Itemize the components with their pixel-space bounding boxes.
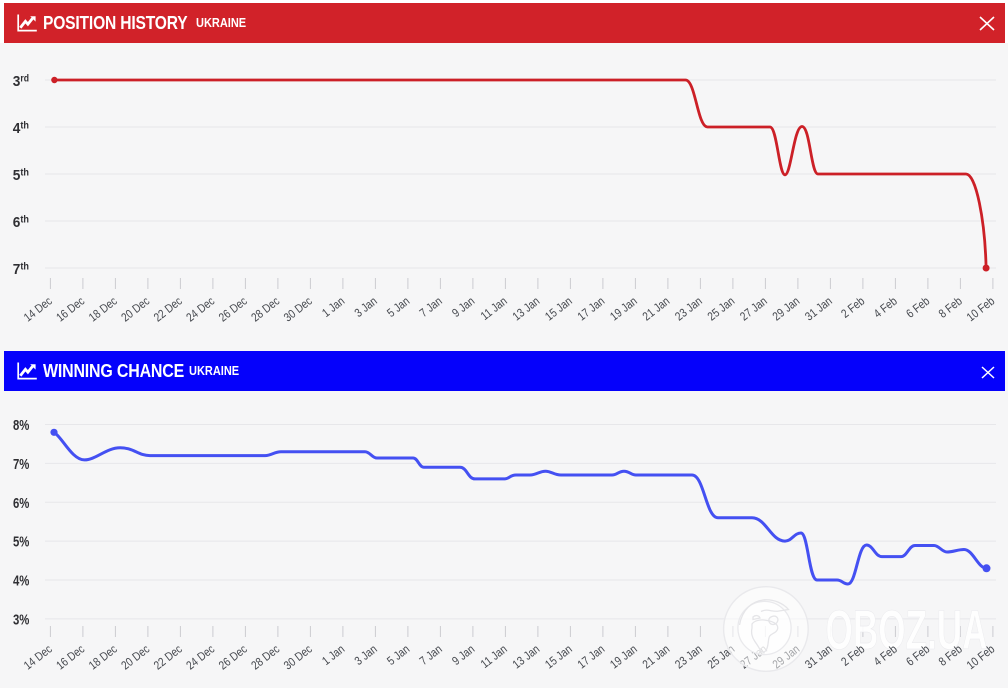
svg-text:20 Dec: 20 Dec bbox=[119, 643, 152, 673]
svg-text:18 Dec: 18 Dec bbox=[87, 643, 120, 673]
svg-text:6 Feb: 6 Feb bbox=[904, 295, 932, 321]
svg-text:16 Dec: 16 Dec bbox=[54, 295, 87, 325]
svg-text:30 Dec: 30 Dec bbox=[282, 643, 315, 673]
svg-text:3 Jan: 3 Jan bbox=[352, 643, 379, 668]
svg-text:20 Dec: 20 Dec bbox=[119, 295, 152, 325]
svg-text:5: 5 bbox=[13, 167, 21, 184]
svg-text:5 Jan: 5 Jan bbox=[385, 643, 412, 668]
svg-text:rd: rd bbox=[20, 73, 29, 84]
svg-text:3 Jan: 3 Jan bbox=[352, 295, 379, 320]
svg-text:th: th bbox=[20, 261, 29, 272]
svg-text:8 Feb: 8 Feb bbox=[937, 295, 965, 321]
svg-text:17 Jan: 17 Jan bbox=[576, 643, 608, 672]
svg-text:18 Dec: 18 Dec bbox=[87, 295, 120, 325]
svg-text:3%: 3% bbox=[13, 612, 29, 629]
svg-text:24 Dec: 24 Dec bbox=[184, 295, 217, 325]
svg-text:21 Jan: 21 Jan bbox=[641, 643, 673, 672]
svg-text:21 Jan: 21 Jan bbox=[641, 295, 673, 324]
svg-text:3: 3 bbox=[13, 73, 21, 90]
svg-text:31 Jan: 31 Jan bbox=[803, 295, 835, 324]
svg-text:7 Jan: 7 Jan bbox=[417, 643, 444, 668]
svg-text:23 Jan: 23 Jan bbox=[673, 295, 705, 324]
svg-text:28 Dec: 28 Dec bbox=[249, 643, 282, 673]
svg-text:16 Dec: 16 Dec bbox=[54, 643, 87, 673]
svg-text:22 Dec: 22 Dec bbox=[152, 643, 185, 673]
svg-text:8%: 8% bbox=[13, 417, 29, 434]
svg-text:9 Jan: 9 Jan bbox=[450, 295, 477, 320]
svg-text:OBOZ.UA: OBOZ.UA bbox=[826, 598, 988, 661]
svg-text:25 Jan: 25 Jan bbox=[706, 295, 738, 324]
svg-text:4: 4 bbox=[13, 120, 21, 137]
svg-text:11 Jan: 11 Jan bbox=[479, 295, 510, 323]
svg-text:5 Jan: 5 Jan bbox=[385, 295, 412, 320]
svg-text:26 Dec: 26 Dec bbox=[217, 295, 250, 325]
svg-text:14 Dec: 14 Dec bbox=[22, 295, 55, 325]
svg-text:27 Jan: 27 Jan bbox=[738, 295, 770, 324]
svg-text:23 Jan: 23 Jan bbox=[673, 643, 705, 672]
svg-text:19 Jan: 19 Jan bbox=[608, 295, 640, 324]
svg-text:4%: 4% bbox=[13, 573, 29, 590]
svg-text:24 Dec: 24 Dec bbox=[184, 643, 217, 673]
svg-text:28 Dec: 28 Dec bbox=[249, 295, 282, 325]
svg-text:5%: 5% bbox=[13, 534, 29, 551]
svg-text:11 Jan: 11 Jan bbox=[479, 643, 510, 671]
svg-text:14 Dec: 14 Dec bbox=[22, 643, 55, 673]
svg-text:17 Jan: 17 Jan bbox=[576, 295, 608, 324]
svg-text:22 Dec: 22 Dec bbox=[152, 295, 185, 325]
svg-text:30 Dec: 30 Dec bbox=[282, 295, 315, 325]
svg-text:6%: 6% bbox=[13, 495, 29, 512]
svg-text:15 Jan: 15 Jan bbox=[543, 643, 575, 672]
svg-text:13 Jan: 13 Jan bbox=[511, 643, 543, 672]
svg-text:7: 7 bbox=[13, 261, 21, 278]
svg-text:9 Jan: 9 Jan bbox=[450, 643, 477, 668]
svg-text:th: th bbox=[20, 167, 29, 178]
svg-text:2 Feb: 2 Feb bbox=[839, 295, 867, 321]
svg-text:6: 6 bbox=[13, 214, 21, 231]
svg-text:7 Jan: 7 Jan bbox=[417, 295, 444, 320]
svg-text:10 Feb: 10 Feb bbox=[965, 295, 998, 325]
svg-text:13 Jan: 13 Jan bbox=[511, 295, 543, 324]
svg-text:29 Jan: 29 Jan bbox=[771, 295, 803, 324]
svg-text:th: th bbox=[20, 214, 29, 225]
svg-text:1 Jan: 1 Jan bbox=[320, 295, 347, 320]
svg-text:7%: 7% bbox=[13, 456, 29, 473]
svg-text:19 Jan: 19 Jan bbox=[608, 643, 640, 672]
svg-text:26 Dec: 26 Dec bbox=[217, 643, 250, 673]
svg-text:4 Feb: 4 Feb bbox=[872, 295, 900, 321]
svg-text:1 Jan: 1 Jan bbox=[320, 643, 347, 668]
svg-text:th: th bbox=[20, 120, 29, 131]
svg-text:15 Jan: 15 Jan bbox=[543, 295, 575, 324]
